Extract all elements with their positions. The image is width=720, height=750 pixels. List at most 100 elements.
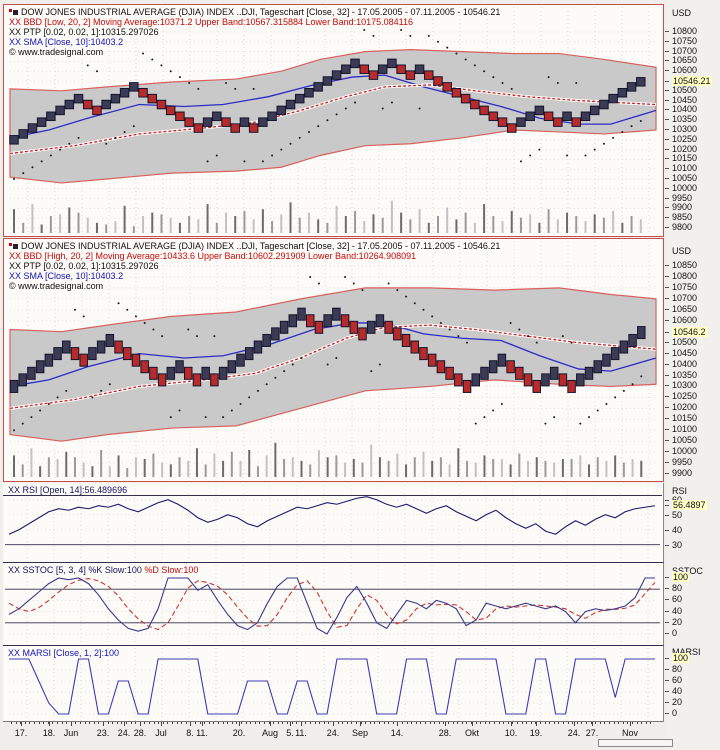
marsi-plot[interactable] — [3, 646, 662, 721]
axis-tick — [665, 31, 669, 32]
sar-dot — [422, 308, 425, 311]
brick-up — [323, 314, 332, 328]
volume-bar — [584, 221, 587, 233]
volume-bar — [352, 459, 355, 477]
volume-bar — [39, 466, 42, 477]
rsi-plot[interactable] — [3, 483, 662, 562]
date-label: 8. — [186, 728, 194, 738]
sar-dot — [68, 142, 71, 145]
brick-up — [480, 366, 489, 380]
brick-down — [230, 123, 240, 133]
volume-bar — [381, 217, 384, 233]
sar-dot — [584, 154, 587, 157]
volume-bar — [100, 450, 103, 477]
date-minor-tick — [328, 722, 330, 724]
axis-tick — [665, 217, 669, 219]
sar-dot — [123, 130, 126, 133]
date-major-tick — [71, 722, 72, 726]
brick-up — [279, 320, 289, 334]
axis-label: 0 — [672, 708, 678, 718]
axis-label: 10500 — [672, 336, 698, 347]
date-minor-tick — [360, 722, 362, 724]
axis-tick — [665, 544, 669, 546]
brick-down — [410, 340, 420, 354]
volume-bar — [280, 214, 283, 233]
sar-dot — [354, 101, 357, 104]
axis-label: 10500 — [672, 84, 698, 95]
volume-bar — [387, 460, 390, 477]
date-minor-tick — [29, 722, 31, 724]
date-minor-tick — [34, 722, 35, 724]
date-minor-tick — [549, 722, 551, 724]
volume-bar — [21, 464, 24, 477]
date-minor-tick — [613, 722, 615, 724]
brick-down — [543, 111, 554, 122]
date-minor-tick — [47, 722, 49, 724]
volume-bar — [47, 457, 50, 477]
sstoc-plot[interactable] — [3, 563, 662, 645]
axis-label: 60 — [672, 495, 682, 505]
sar-dot — [510, 87, 513, 90]
date-minor-tick — [130, 722, 132, 724]
date-minor-tick — [480, 722, 482, 724]
date-minor-tick — [158, 722, 160, 724]
volume-bar — [30, 448, 33, 477]
volume-bar — [65, 451, 68, 477]
date-minor-tick — [167, 722, 169, 724]
brick-down — [427, 353, 437, 367]
volume-bar — [86, 217, 89, 233]
volume-bar — [187, 460, 190, 477]
sar-dot — [631, 383, 634, 386]
axis-tick — [665, 440, 669, 442]
volume-bar — [483, 455, 486, 477]
date-minor-tick — [540, 722, 541, 724]
sar-dot — [547, 76, 550, 79]
volume-bar — [222, 460, 225, 477]
date-minor-tick — [277, 722, 279, 724]
brick-up — [297, 307, 306, 321]
date-major-tick — [536, 722, 537, 726]
brick-down — [442, 82, 452, 92]
volume-bar — [409, 219, 412, 233]
date-label: Okt — [464, 728, 480, 738]
axis-label: 60 — [672, 594, 683, 605]
volume-bar — [49, 216, 52, 233]
brick-down — [454, 373, 463, 387]
sar-dot — [234, 87, 237, 90]
volume-bar — [575, 216, 578, 233]
axis-unit-label: SSTOC — [672, 566, 703, 576]
axis-tick — [665, 680, 669, 681]
date-minor-tick — [259, 722, 261, 724]
axis-unit-label: USD — [672, 246, 692, 256]
axis-tick — [665, 429, 669, 431]
date-minor-tick — [535, 722, 537, 724]
brick-down — [445, 366, 454, 380]
brick-down — [396, 64, 406, 74]
volume-bar — [169, 217, 172, 233]
volume-bar — [271, 221, 274, 233]
volume-bar — [630, 216, 633, 233]
brick-up — [236, 353, 245, 367]
axis-tick — [665, 70, 669, 72]
date-minor-tick — [351, 722, 353, 724]
axis-label: 9950 — [672, 192, 693, 203]
price-chart-1-plot[interactable] — [4, 5, 663, 236]
volume-bar — [161, 462, 164, 477]
volume-bar — [570, 459, 573, 477]
date-minor-tick — [126, 722, 127, 724]
brick-down — [123, 347, 132, 361]
sar-dot — [455, 52, 458, 55]
brick-up — [331, 70, 342, 80]
date-minor-tick — [314, 722, 316, 724]
brick-up — [129, 82, 139, 92]
horizontal-scrollbar-thumb[interactable] — [598, 739, 673, 747]
brick-up — [414, 64, 425, 74]
sar-dot — [518, 328, 521, 331]
sar-dot — [538, 148, 541, 151]
price-chart-2-plot[interactable] — [4, 239, 663, 481]
volume-bar — [82, 462, 85, 477]
brick-down — [460, 93, 471, 104]
sar-dot — [473, 64, 476, 67]
axis-label: 10800 — [672, 26, 698, 36]
volume-bar — [123, 205, 126, 233]
